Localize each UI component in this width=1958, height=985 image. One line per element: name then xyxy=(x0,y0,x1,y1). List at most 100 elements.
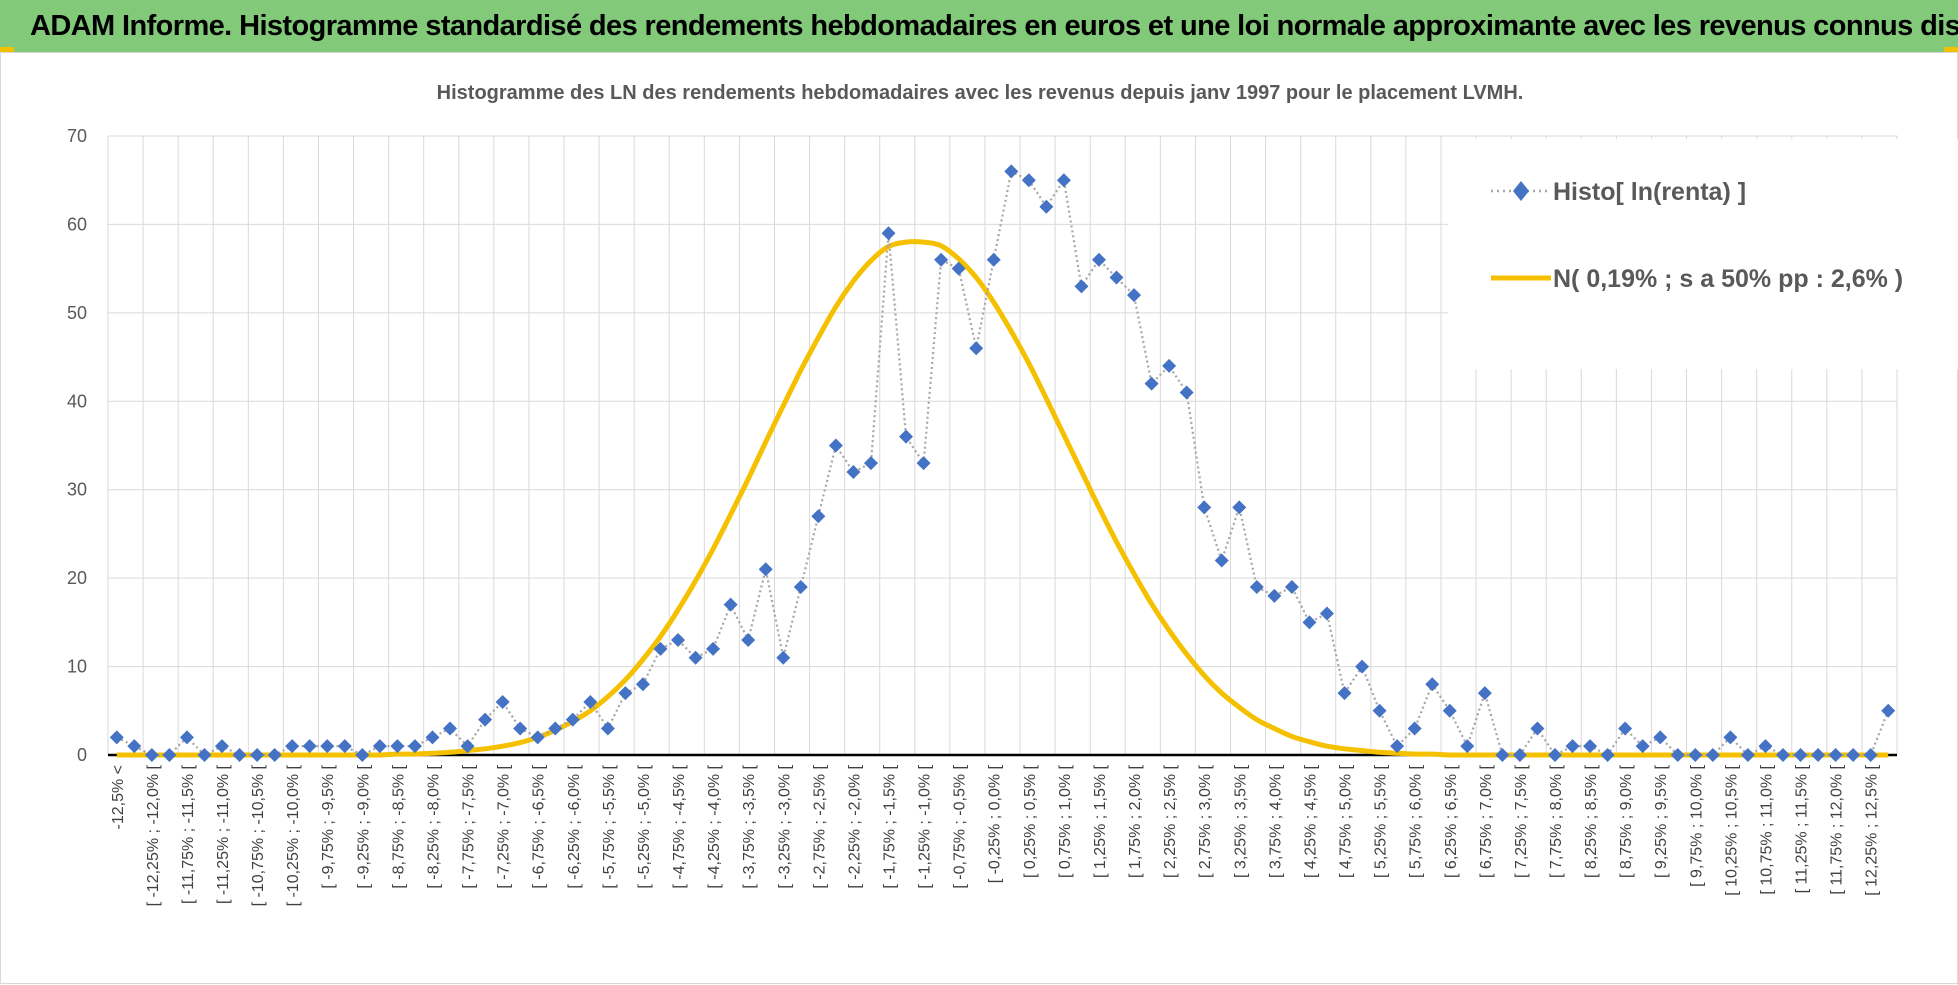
histo-point xyxy=(706,641,721,656)
x-tick-label: [ 4,75% ; 5,0% [ xyxy=(1338,764,1355,878)
x-tick-label: [ -4,25% ; -4,0% [ xyxy=(706,764,723,888)
histo-point xyxy=(1267,588,1282,603)
histo-point xyxy=(1407,721,1422,736)
x-tick-label: [ 8,75% ; 9,0% [ xyxy=(1618,764,1635,878)
histo-point xyxy=(618,686,633,701)
histo-point xyxy=(1477,686,1492,701)
histo-point xyxy=(1162,358,1177,373)
y-tick-label: 60 xyxy=(67,214,87,234)
histo-point xyxy=(951,261,966,276)
x-tick-label: [ -3,75% ; -3,5% [ xyxy=(741,764,758,888)
histo-point xyxy=(390,739,405,754)
x-tick-label: [ -1,25% ; -1,0% [ xyxy=(917,764,934,888)
x-tick-label: [ -1,75% ; -1,5% [ xyxy=(881,764,898,888)
histo-point xyxy=(1740,748,1755,762)
x-tick-label: [ -7,75% ; -7,5% [ xyxy=(461,764,478,888)
histo-point xyxy=(1337,686,1352,701)
grid xyxy=(107,135,1898,755)
histo-point xyxy=(407,739,422,754)
histo-point xyxy=(1197,500,1212,515)
histo-point xyxy=(1758,739,1773,754)
y-tick-label: 40 xyxy=(67,391,87,411)
histo-point xyxy=(197,748,212,762)
histo-point xyxy=(1302,615,1317,630)
histo-point xyxy=(162,748,177,762)
x-tick-label: [ 0,25% ; 0,5% [ xyxy=(1022,764,1039,878)
x-tick-label: [ 9,75% ; 10,0% [ xyxy=(1688,764,1705,886)
corner-accent-top-right xyxy=(1944,47,1958,54)
histo-point xyxy=(320,739,335,754)
histo-point xyxy=(232,748,247,762)
histo-point xyxy=(513,721,528,736)
histo-point xyxy=(1390,739,1405,754)
x-tick-label: [ -3,25% ; -3,0% [ xyxy=(776,764,793,888)
histo-point xyxy=(828,438,843,453)
histo-point xyxy=(1512,748,1527,762)
histo-point xyxy=(1653,730,1668,745)
x-tick-label: -12,5% < xyxy=(110,765,127,829)
histo-point xyxy=(127,739,142,754)
histo-point xyxy=(1635,739,1650,754)
x-tick-label: [ -9,25% ; -9,0% [ xyxy=(355,764,372,888)
histo-point xyxy=(1319,606,1334,621)
x-tick-label: [ 2,25% ; 2,5% [ xyxy=(1162,764,1179,878)
histo-point xyxy=(1284,579,1299,594)
histo-point xyxy=(1670,748,1685,762)
histo-point xyxy=(653,641,668,656)
histo-point xyxy=(1547,748,1562,762)
x-tick-label: [ 12,25% ; 12,5% [ xyxy=(1864,764,1881,895)
histo-point xyxy=(478,712,493,727)
x-tick-label: [ -5,75% ; -5,5% [ xyxy=(601,764,618,888)
x-tick-label: [ 3,75% ; 4,0% [ xyxy=(1267,764,1284,878)
histo-point xyxy=(425,730,440,745)
x-tick-label: [ -4,75% ; -4,5% [ xyxy=(671,764,688,888)
histo-point xyxy=(109,730,124,745)
histo-point xyxy=(846,465,861,480)
x-tick-label: [ 1,75% ; 2,0% [ xyxy=(1127,764,1144,878)
title-bar: ADAM Informe. Histogramme standardisé de… xyxy=(0,0,1958,52)
histo-point xyxy=(1232,500,1247,515)
histo-point xyxy=(723,597,738,612)
histo-point xyxy=(986,252,1001,267)
legend-label-normal: N( 0,19% ; s a 50% pp : 2,6% ) xyxy=(1553,265,1903,293)
histo-point xyxy=(1214,553,1229,568)
histo-point xyxy=(635,677,650,692)
corner-accent-top-left xyxy=(0,47,14,54)
histo-point xyxy=(1775,748,1790,762)
x-tick-label: [ 3,25% ; 3,5% [ xyxy=(1232,764,1249,878)
histo-point xyxy=(741,633,756,648)
x-tick-label: [ -0,75% ; -0,5% [ xyxy=(952,764,969,888)
x-tick-label: [ -5,25% ; -5,0% [ xyxy=(636,764,653,888)
x-tick-label: [ -0,25% ; 0,0% [ xyxy=(987,764,1004,883)
x-tick-label: [ 7,75% ; 8,0% [ xyxy=(1548,764,1565,878)
histo-point xyxy=(793,579,808,594)
x-tick-label: [ 10,75% ; 11,0% [ xyxy=(1758,764,1775,894)
x-tick-label: [ 2,75% ; 3,0% [ xyxy=(1197,764,1214,878)
histo-point xyxy=(1828,748,1843,762)
x-tick-label: [ 6,75% ; 7,0% [ xyxy=(1478,764,1495,878)
histo-point xyxy=(1460,739,1475,754)
x-tick-label: [ -10,75% ; -10,5% [ xyxy=(250,764,267,906)
x-tick-label: [ 1,25% ; 1,5% [ xyxy=(1092,764,1109,878)
histo-point xyxy=(1811,748,1826,762)
histo-point xyxy=(1056,173,1071,188)
histo-point xyxy=(495,694,510,709)
legend-histo-marker xyxy=(1513,181,1529,201)
histo-point xyxy=(863,456,878,471)
histo-point xyxy=(1846,748,1861,762)
histo-point xyxy=(881,226,896,241)
histo-point xyxy=(899,429,914,444)
histo-point xyxy=(916,456,931,471)
x-tick-label: [ -8,25% ; -8,0% [ xyxy=(425,764,442,888)
histo-series-line xyxy=(116,169,1890,757)
histo-point xyxy=(1705,748,1720,762)
y-axis: 0 10 20 30 40 50 60 70 xyxy=(67,126,87,765)
x-tick-label: [ -7,25% ; -7,0% [ xyxy=(496,764,513,888)
histo-point xyxy=(1074,279,1089,294)
histo-point xyxy=(1618,721,1633,736)
histo-point xyxy=(1039,199,1054,214)
histo-point xyxy=(1583,739,1598,754)
chart-frame: Histogramme des LN des rendements hebdom… xyxy=(0,52,1958,984)
histo-point xyxy=(776,650,791,665)
plot-area xyxy=(108,164,1897,762)
